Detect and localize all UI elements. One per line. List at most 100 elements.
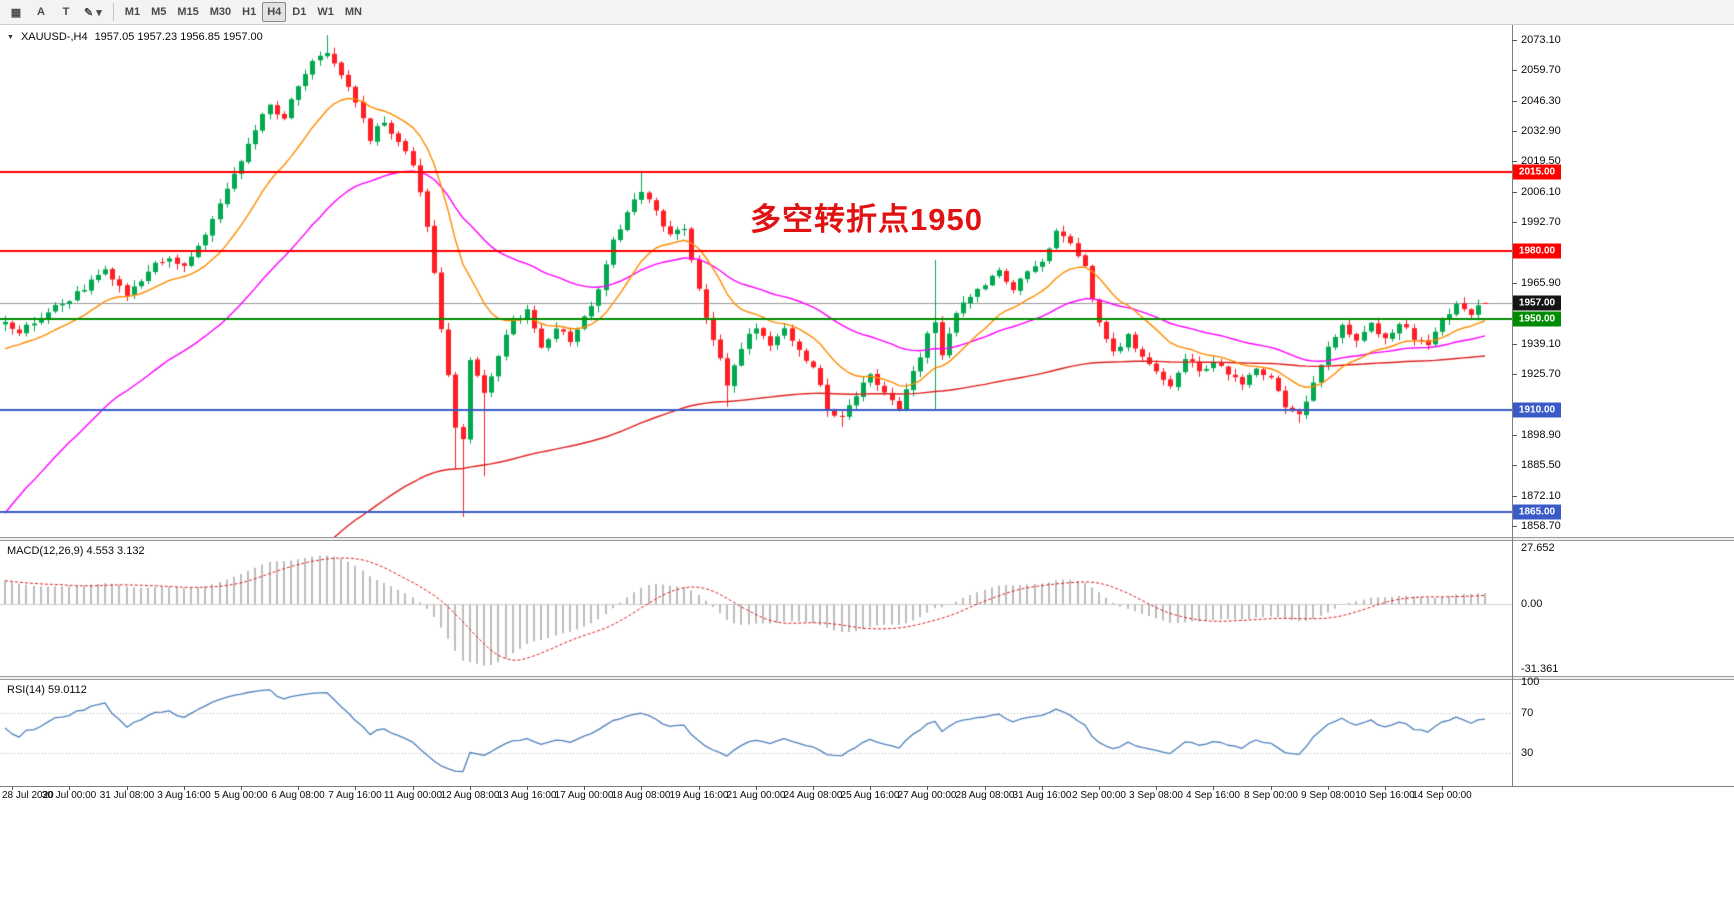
timeframe-button-h1[interactable]: H1 — [237, 2, 261, 22]
top-toolbar: ▦ A T ✎ ▾ M1 M5 M15 M30 H1 H4 D1 W1 MN — [0, 0, 1734, 25]
date-label: 10 Sep 16:00 — [1355, 790, 1415, 801]
timeframe-button-group: M1 M5 M15 M30 H1 H4 D1 W1 MN — [120, 2, 367, 22]
rsi-tick-label: 70 — [1521, 707, 1534, 719]
price-level-badge: 1950.00 — [1513, 311, 1561, 327]
price-tick-mark — [1512, 161, 1517, 162]
date-label: 31 Aug 16:00 — [1012, 790, 1072, 801]
price-tick-mark — [1512, 526, 1517, 527]
timeframe-button-m1[interactable]: M1 — [120, 2, 145, 22]
price-axis-border — [1512, 25, 1513, 786]
time-axis[interactable]: 28 Jul 2020 30 Jul 00:00 31 Jul 08:00 3 Aug… — [0, 786, 1512, 806]
tool-button-cursor[interactable]: A — [29, 2, 53, 22]
tool-button-panels[interactable]: ▦ — [4, 2, 28, 22]
price-tick-mark — [1512, 496, 1517, 497]
time-tick-mark — [527, 786, 528, 790]
toolbar-separator — [112, 3, 114, 21]
time-tick-mark — [1213, 786, 1214, 790]
price-tick-label: 1965.90 — [1521, 277, 1561, 289]
time-tick-mark — [413, 786, 414, 790]
date-label: 14 Sep 00:00 — [1412, 790, 1472, 801]
timeframe-button-w1[interactable]: W1 — [312, 2, 339, 22]
time-tick-mark — [1042, 786, 1043, 790]
price-level-badge: 1865.00 — [1513, 504, 1561, 520]
time-tick-mark — [127, 786, 128, 790]
timeframe-button-m5[interactable]: M5 — [146, 2, 171, 22]
timeframe-button-mn[interactable]: MN — [340, 2, 367, 22]
macd-panel-canvas[interactable] — [0, 541, 1512, 676]
time-tick-mark — [1099, 786, 1100, 790]
tool-button-text[interactable]: T — [54, 2, 78, 22]
time-tick-mark — [927, 786, 928, 790]
rsi-indicator-label: RSI(14) 59.0112 — [7, 684, 87, 696]
date-label: 18 Aug 08:00 — [611, 790, 671, 801]
date-label: 13 Aug 16:00 — [497, 790, 557, 801]
chart-ohlc-values: 1957.05 1957.23 1956.85 1957.00 — [94, 31, 263, 43]
price-tick-mark — [1512, 40, 1517, 41]
price-level-badge: 2015.00 — [1513, 164, 1561, 180]
price-tick-mark — [1512, 101, 1517, 102]
time-tick-mark — [355, 786, 356, 790]
date-label: 28 Aug 08:00 — [955, 790, 1015, 801]
date-label: 2 Sep 00:00 — [1072, 790, 1126, 801]
timeframe-button-m30[interactable]: M30 — [205, 2, 236, 22]
price-tick-label: 1992.70 — [1521, 216, 1561, 228]
date-label: 25 Aug 16:00 — [840, 790, 900, 801]
time-tick-mark — [1156, 786, 1157, 790]
time-tick-mark — [641, 786, 642, 790]
date-label: 5 Aug 00:00 — [214, 790, 268, 801]
main-chart-canvas[interactable] — [0, 25, 1512, 537]
rsi-tick-label: 100 — [1521, 676, 1540, 688]
macd-tick-label: 27.652 — [1521, 542, 1555, 554]
price-tick-mark — [1512, 344, 1517, 345]
timeframe-button-m15[interactable]: M15 — [172, 2, 203, 22]
rsi-panel-canvas[interactable] — [0, 680, 1512, 786]
date-label: 3 Sep 08:00 — [1129, 790, 1183, 801]
time-tick-mark — [699, 786, 700, 790]
tool-button-group: ▦ A T ✎ ▾ — [4, 2, 107, 22]
price-tick-mark — [1512, 435, 1517, 436]
timeframe-button-d1[interactable]: D1 — [287, 2, 311, 22]
macd-indicator-label: MACD(12,26,9) 4.553 3.132 — [7, 545, 145, 557]
date-label: 17 Aug 00:00 — [554, 790, 614, 801]
date-label: 8 Sep 00:00 — [1244, 790, 1298, 801]
date-label: 12 Aug 08:00 — [440, 790, 500, 801]
time-tick-mark — [470, 786, 471, 790]
date-label: 30 Jul 00:00 — [41, 790, 97, 801]
time-tick-mark — [985, 786, 986, 790]
time-tick-mark — [756, 786, 757, 790]
rsi-tick-label: 30 — [1521, 747, 1534, 759]
date-label: 3 Aug 16:00 — [157, 790, 211, 801]
date-label: 31 Jul 08:00 — [99, 790, 155, 801]
panel-separator-main-macd[interactable] — [0, 537, 1734, 541]
panel-separator-macd-rsi[interactable] — [0, 676, 1734, 680]
time-tick-mark — [584, 786, 585, 790]
time-tick-mark — [870, 786, 871, 790]
time-tick-mark — [184, 786, 185, 790]
date-label: 24 Aug 08:00 — [783, 790, 843, 801]
price-axis[interactable]: 2073.10 2059.70 2046.30 2032.90 2019.50 2006.… — [1512, 25, 1734, 786]
date-label: 27 Aug 00:00 — [897, 790, 957, 801]
price-tick-mark — [1512, 283, 1517, 284]
date-label: 19 Aug 16:00 — [669, 790, 729, 801]
price-tick-label: 2046.30 — [1521, 95, 1561, 107]
tool-button-draw[interactable]: ✎ ▾ — [79, 2, 107, 22]
date-label: 21 Aug 00:00 — [726, 790, 786, 801]
timeframe-button-h4[interactable]: H4 — [262, 2, 287, 22]
price-tick-mark — [1512, 222, 1517, 223]
time-tick-mark — [813, 786, 814, 790]
price-level-badge: 1980.00 — [1513, 243, 1561, 259]
price-tick-label: 2059.70 — [1521, 64, 1561, 76]
price-level-badge: 1910.00 — [1513, 402, 1561, 418]
price-tick-label: 1939.10 — [1521, 338, 1561, 350]
price-tick-label: 2019.50 — [1521, 155, 1561, 167]
price-tick-mark — [1512, 192, 1517, 193]
price-tick-label: 1898.90 — [1521, 429, 1561, 441]
date-label: 28 Jul 2020 — [2, 790, 54, 801]
price-tick-label: 1872.10 — [1521, 490, 1561, 502]
price-tick-label: 2032.90 — [1521, 125, 1561, 137]
time-tick-mark — [1442, 786, 1443, 790]
price-tick-label: 1858.70 — [1521, 520, 1561, 532]
date-label: 9 Sep 08:00 — [1301, 790, 1355, 801]
time-tick-mark — [241, 786, 242, 790]
price-tick-label: 2073.10 — [1521, 34, 1561, 46]
